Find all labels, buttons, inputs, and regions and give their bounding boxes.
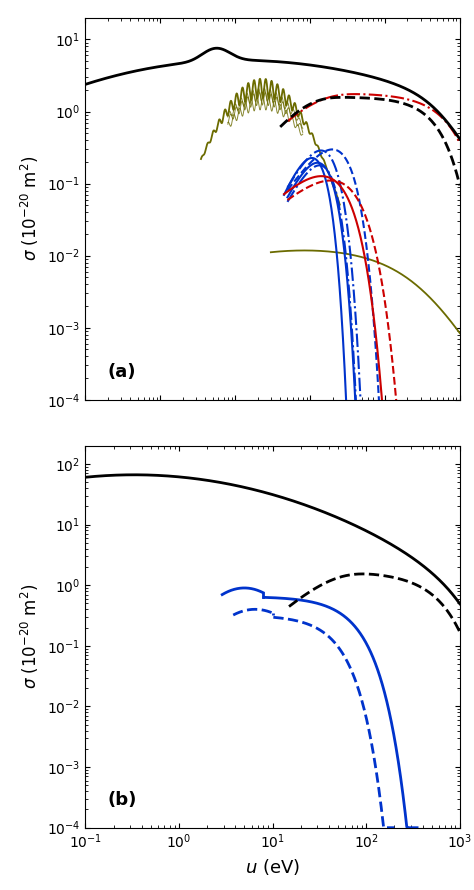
Text: (a): (a) [108,363,137,381]
Y-axis label: $\sigma$ (10$^{-20}$ m$^2$): $\sigma$ (10$^{-20}$ m$^2$) [19,584,41,690]
X-axis label: $u$ (eV): $u$ (eV) [245,857,300,877]
Y-axis label: $\sigma$ (10$^{-20}$ m$^2$): $\sigma$ (10$^{-20}$ m$^2$) [19,156,41,262]
Text: (b): (b) [108,791,137,809]
